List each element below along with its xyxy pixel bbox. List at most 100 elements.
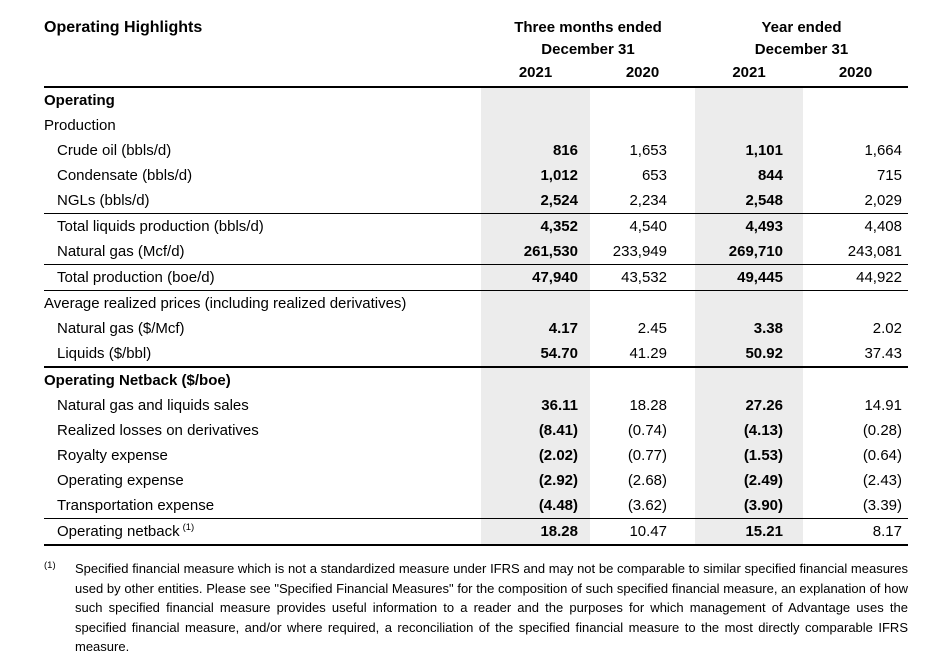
cell-value: (0.74): [627, 422, 667, 439]
cell-value: (0.64): [862, 447, 902, 464]
cell-value: 49,445: [695, 264, 803, 291]
cell-value: [481, 367, 590, 393]
cell-value: 715: [876, 167, 902, 184]
cell-value: 1,653: [629, 142, 667, 159]
cell-value: (2.02): [481, 443, 590, 468]
footnote-text: Specified financial measure which is not…: [75, 561, 908, 654]
cell-value: [590, 113, 695, 138]
table-row: Liquids ($/bbl) 54.70 41.29 50.92 37.43: [44, 341, 908, 367]
table-row: Operating: [44, 87, 908, 113]
cell-value: [803, 291, 908, 317]
cell-value: 2,234: [629, 192, 667, 209]
cell-value: (2.49): [695, 468, 803, 493]
row-label: Operating Netback ($/boe): [44, 372, 231, 389]
row-label: Royalty expense: [57, 447, 168, 464]
cell-value: [695, 367, 803, 393]
table-row: Condensate (bbls/d) 1,012 653 844 715: [44, 163, 908, 188]
cell-value: (2.68): [627, 472, 667, 489]
cell-value: (3.90): [695, 493, 803, 519]
row-label: Average realized prices (including reali…: [44, 295, 407, 312]
cell-value: 14.91: [864, 397, 902, 414]
cell-value: 816: [481, 138, 590, 163]
table-body: Operating Production Crude oil (bbls/d) 816…: [44, 87, 908, 545]
table-row: Realized losses on derivatives (8.41) (0.7…: [44, 418, 908, 443]
table-row: Operating Netback ($/boe): [44, 367, 908, 393]
cell-value: 1,101: [695, 138, 803, 163]
table-row: Crude oil (bbls/d) 816 1,653 1,101 1,664: [44, 138, 908, 163]
cell-value: 2,548: [695, 188, 803, 214]
year-header-row: 2021 2020 2021 2020: [44, 61, 908, 88]
cell-value: 233,949: [612, 243, 667, 260]
year-header: 2020: [803, 61, 908, 88]
footnote-reference: (1): [182, 522, 195, 533]
row-label: Natural gas (Mcf/d): [57, 243, 185, 260]
cell-value: 1,012: [481, 163, 590, 188]
cell-value: [481, 87, 590, 113]
cell-value: 4,408: [864, 218, 902, 235]
page-title: Operating Highlights: [44, 14, 481, 88]
group-line1: Year ended: [761, 19, 842, 36]
table-row: Total liquids production (bbls/d) 4,352 4,…: [44, 213, 908, 239]
cell-value: 54.70: [481, 341, 590, 367]
cell-value: [481, 290, 590, 316]
column-group-three-months: Three months ended December 31: [481, 14, 695, 61]
table-row: Natural gas ($/Mcf) 4.17 2.45 3.38 2.02: [44, 316, 908, 341]
row-label: Realized losses on derivatives: [57, 422, 259, 439]
row-label: Transportation expense: [57, 497, 215, 514]
year-header: 2021: [481, 61, 590, 88]
cell-value: (2.92): [481, 468, 590, 493]
cell-value: [695, 87, 803, 113]
cell-value: [803, 87, 908, 113]
cell-value: (3.62): [627, 497, 667, 514]
row-label: Operating expense: [57, 472, 184, 489]
cell-value: (0.77): [627, 447, 667, 464]
cell-value: (0.28): [862, 422, 902, 439]
cell-value: 18.28: [481, 518, 590, 545]
cell-value: [590, 367, 695, 393]
cell-value: 2.02: [872, 320, 902, 337]
cell-value: 2,524: [481, 188, 590, 214]
row-label: Liquids ($/bbl): [57, 345, 152, 362]
cell-value: 261,530: [481, 239, 590, 265]
table-row: NGLs (bbls/d) 2,524 2,234 2,548 2,029: [44, 188, 908, 214]
cell-value: 2,029: [864, 192, 902, 209]
cell-value: (1.53): [695, 443, 803, 468]
cell-value: (2.43): [862, 472, 902, 489]
cell-value: 15.21: [695, 518, 803, 545]
table-row: Average realized prices (including reali…: [44, 290, 908, 317]
cell-value: 8.17: [872, 523, 902, 540]
year-header: 2020: [590, 61, 695, 88]
cell-value: 653: [641, 167, 667, 184]
cell-value: 4,540: [629, 218, 667, 235]
cell-value: 3.38: [695, 316, 803, 341]
cell-value: [590, 291, 695, 317]
cell-value: 36.11: [481, 393, 590, 418]
cell-value: [803, 113, 908, 138]
cell-value: 4,352: [481, 213, 590, 239]
cell-value: [695, 113, 803, 138]
row-label: NGLs (bbls/d): [57, 192, 150, 209]
cell-value: [695, 290, 803, 316]
footnote-marker: (1): [44, 560, 56, 571]
table-row: Natural gas and liquids sales 36.11 18.28 2…: [44, 393, 908, 418]
footnote: (1) Specified financial measure which is…: [44, 559, 908, 657]
cell-value: 4.17: [481, 316, 590, 341]
row-label: Crude oil (bbls/d): [57, 142, 172, 159]
cell-value: 44,922: [856, 269, 902, 286]
cell-value: (3.39): [862, 497, 902, 514]
group-line2: December 31: [754, 41, 849, 58]
row-label: Natural gas ($/Mcf): [57, 320, 185, 337]
cell-value: [481, 113, 590, 138]
row-label: Total liquids production (bbls/d): [57, 218, 264, 235]
column-group-year-ended: Year ended December 31: [695, 14, 908, 61]
row-label: Condensate (bbls/d): [57, 167, 193, 184]
cell-value: 43,532: [621, 269, 667, 286]
cell-value: [803, 367, 908, 393]
cell-value: 269,710: [695, 239, 803, 265]
cell-value: 1,664: [864, 142, 902, 159]
cell-value: 10.47: [629, 523, 667, 540]
cell-value: 27.26: [695, 393, 803, 418]
cell-value: 37.43: [864, 345, 902, 362]
cell-value: 41.29: [629, 345, 667, 362]
